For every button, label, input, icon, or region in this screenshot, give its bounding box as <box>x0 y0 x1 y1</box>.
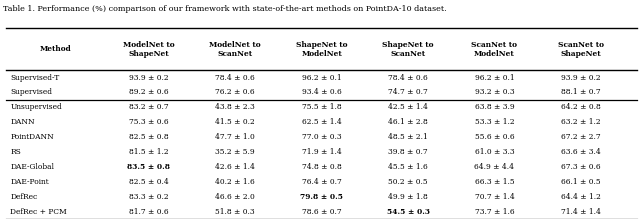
Text: 42.6 ± 1.4: 42.6 ± 1.4 <box>215 163 255 171</box>
Text: 75.5 ± 1.8: 75.5 ± 1.8 <box>302 103 341 111</box>
Text: Unsupervised: Unsupervised <box>10 103 62 111</box>
Text: DAE-Global: DAE-Global <box>10 163 54 171</box>
Text: ScanNet to
ModelNet: ScanNet to ModelNet <box>472 41 517 58</box>
Text: 74.7 ± 0.7: 74.7 ± 0.7 <box>388 88 428 96</box>
Text: 83.5 ± 0.8: 83.5 ± 0.8 <box>127 163 170 171</box>
Text: Supervised-T: Supervised-T <box>10 74 60 81</box>
Text: 46.6 ± 2.0: 46.6 ± 2.0 <box>215 193 255 201</box>
Text: 67.2 ± 2.7: 67.2 ± 2.7 <box>561 133 600 141</box>
Text: 93.2 ± 0.3: 93.2 ± 0.3 <box>475 88 514 96</box>
Text: 76.2 ± 0.6: 76.2 ± 0.6 <box>216 88 255 96</box>
Text: PointDANN: PointDANN <box>10 133 54 141</box>
Text: 81.7 ± 0.6: 81.7 ± 0.6 <box>129 208 168 215</box>
Text: DANN: DANN <box>10 118 35 126</box>
Text: 43.8 ± 2.3: 43.8 ± 2.3 <box>215 103 255 111</box>
Text: 40.2 ± 1.6: 40.2 ± 1.6 <box>215 178 255 186</box>
Text: 50.2 ± 0.5: 50.2 ± 0.5 <box>388 178 428 186</box>
Text: 66.3 ± 1.5: 66.3 ± 1.5 <box>475 178 514 186</box>
Text: 64.2 ± 0.8: 64.2 ± 0.8 <box>561 103 601 111</box>
Text: DAE-Point: DAE-Point <box>10 178 49 186</box>
Text: Supervised: Supervised <box>10 88 52 96</box>
Text: 63.6 ± 3.4: 63.6 ± 3.4 <box>561 148 601 156</box>
Text: 71.9 ± 1.4: 71.9 ± 1.4 <box>301 148 342 156</box>
Text: 48.5 ± 2.1: 48.5 ± 2.1 <box>388 133 428 141</box>
Text: 79.8 ± 0.5: 79.8 ± 0.5 <box>300 193 343 201</box>
Text: 93.4 ± 0.6: 93.4 ± 0.6 <box>301 88 342 96</box>
Text: ModelNet to
ShapeNet: ModelNet to ShapeNet <box>123 41 175 58</box>
Text: RS: RS <box>10 148 21 156</box>
Text: 77.0 ± 0.3: 77.0 ± 0.3 <box>302 133 341 141</box>
Text: 55.6 ± 0.6: 55.6 ± 0.6 <box>475 133 514 141</box>
Text: 82.5 ± 0.8: 82.5 ± 0.8 <box>129 133 168 141</box>
Text: 46.1 ± 2.8: 46.1 ± 2.8 <box>388 118 428 126</box>
Text: 54.5 ± 0.3: 54.5 ± 0.3 <box>387 208 429 215</box>
Text: ShapeNet to
ScanNet: ShapeNet to ScanNet <box>382 41 434 58</box>
Text: 76.4 ± 0.7: 76.4 ± 0.7 <box>301 178 342 186</box>
Text: 71.4 ± 1.4: 71.4 ± 1.4 <box>561 208 601 215</box>
Text: ModelNet to
ScanNet: ModelNet to ScanNet <box>209 41 261 58</box>
Text: 53.3 ± 1.2: 53.3 ± 1.2 <box>475 118 514 126</box>
Text: 82.5 ± 0.4: 82.5 ± 0.4 <box>129 178 169 186</box>
Text: 42.5 ± 1.4: 42.5 ± 1.4 <box>388 103 428 111</box>
Text: 63.8 ± 3.9: 63.8 ± 3.9 <box>475 103 514 111</box>
Text: 78.6 ± 0.7: 78.6 ± 0.7 <box>302 208 341 215</box>
Text: 49.9 ± 1.8: 49.9 ± 1.8 <box>388 193 428 201</box>
Text: DefRec: DefRec <box>10 193 38 201</box>
Text: ShapeNet to
ModelNet: ShapeNet to ModelNet <box>296 41 348 58</box>
Text: 78.4 ± 0.6: 78.4 ± 0.6 <box>215 74 255 81</box>
Text: 64.4 ± 1.2: 64.4 ± 1.2 <box>561 193 601 201</box>
Text: 74.8 ± 0.8: 74.8 ± 0.8 <box>301 163 342 171</box>
Text: DefRec + PCM: DefRec + PCM <box>10 208 67 215</box>
Text: 47.7 ± 1.0: 47.7 ± 1.0 <box>215 133 255 141</box>
Text: 93.9 ± 0.2: 93.9 ± 0.2 <box>561 74 600 81</box>
Text: 83.3 ± 0.2: 83.3 ± 0.2 <box>129 193 168 201</box>
Text: 67.3 ± 0.6: 67.3 ± 0.6 <box>561 163 600 171</box>
Text: 96.2 ± 0.1: 96.2 ± 0.1 <box>302 74 341 81</box>
Text: 89.2 ± 0.6: 89.2 ± 0.6 <box>129 88 168 96</box>
Text: Table 1. Performance (%) comparison of our framework with state-of-the-art metho: Table 1. Performance (%) comparison of o… <box>3 5 447 14</box>
Text: 66.1 ± 0.5: 66.1 ± 0.5 <box>561 178 600 186</box>
Text: 45.5 ± 1.6: 45.5 ± 1.6 <box>388 163 428 171</box>
Text: 51.8 ± 0.3: 51.8 ± 0.3 <box>216 208 255 215</box>
Text: 93.9 ± 0.2: 93.9 ± 0.2 <box>129 74 168 81</box>
Text: 39.8 ± 0.7: 39.8 ± 0.7 <box>388 148 428 156</box>
Text: 61.0 ± 3.3: 61.0 ± 3.3 <box>475 148 514 156</box>
Text: Method: Method <box>40 45 72 53</box>
Text: 35.2 ± 5.9: 35.2 ± 5.9 <box>216 148 255 156</box>
Text: 88.1 ± 0.7: 88.1 ± 0.7 <box>561 88 600 96</box>
Text: 75.3 ± 0.6: 75.3 ± 0.6 <box>129 118 168 126</box>
Text: 41.5 ± 0.2: 41.5 ± 0.2 <box>215 118 255 126</box>
Text: 73.7 ± 1.6: 73.7 ± 1.6 <box>475 208 514 215</box>
Text: 62.5 ± 1.4: 62.5 ± 1.4 <box>301 118 342 126</box>
Text: 64.9 ± 4.4: 64.9 ± 4.4 <box>474 163 515 171</box>
Text: 96.2 ± 0.1: 96.2 ± 0.1 <box>475 74 514 81</box>
Text: 81.5 ± 1.2: 81.5 ± 1.2 <box>129 148 168 156</box>
Text: 83.2 ± 0.7: 83.2 ± 0.7 <box>129 103 168 111</box>
Text: ScanNet to
ShapeNet: ScanNet to ShapeNet <box>558 41 604 58</box>
Text: 63.2 ± 1.2: 63.2 ± 1.2 <box>561 118 600 126</box>
Text: 78.4 ± 0.6: 78.4 ± 0.6 <box>388 74 428 81</box>
Text: 70.7 ± 1.4: 70.7 ± 1.4 <box>474 193 515 201</box>
